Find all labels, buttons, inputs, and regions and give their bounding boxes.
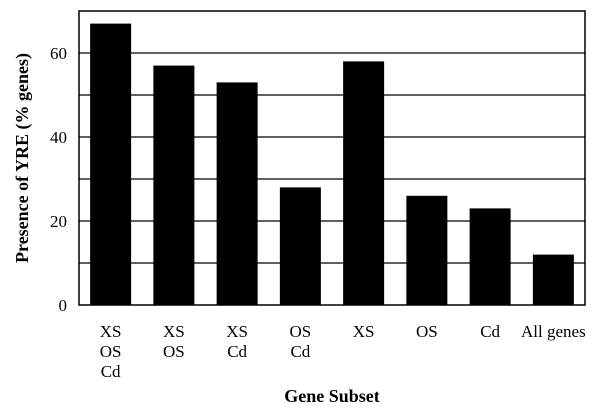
- bar: [216, 82, 258, 306]
- x-category-label: OS Cd: [290, 322, 312, 361]
- bar: [153, 65, 195, 305]
- x-category-label: XS Cd: [226, 322, 248, 361]
- bar: [469, 208, 511, 305]
- bar: [343, 61, 385, 306]
- bar: [279, 187, 321, 305]
- bars: [90, 23, 574, 306]
- bar: [90, 23, 132, 305]
- bar: [406, 195, 448, 305]
- x-category-label: XS OS Cd: [100, 322, 122, 381]
- x-category-label: Cd: [480, 322, 500, 341]
- x-category-label: All genes: [521, 322, 586, 341]
- y-tick-label: 60: [50, 44, 67, 63]
- y-tick-label: 0: [59, 296, 68, 315]
- y-tick-labels: 0 20 40 60: [50, 44, 67, 315]
- x-category-label: XS OS: [163, 322, 185, 361]
- x-category-label: OS: [416, 322, 438, 341]
- x-axis-title: Gene Subset: [284, 386, 380, 406]
- plot-frame: [78, 10, 586, 306]
- y-tick-label: 40: [50, 128, 67, 147]
- y-axis-title: Presence of YRE (% genes): [12, 53, 33, 263]
- x-category-label: XS: [353, 322, 375, 341]
- bar: [532, 254, 574, 305]
- y-tick-label: 20: [50, 212, 67, 231]
